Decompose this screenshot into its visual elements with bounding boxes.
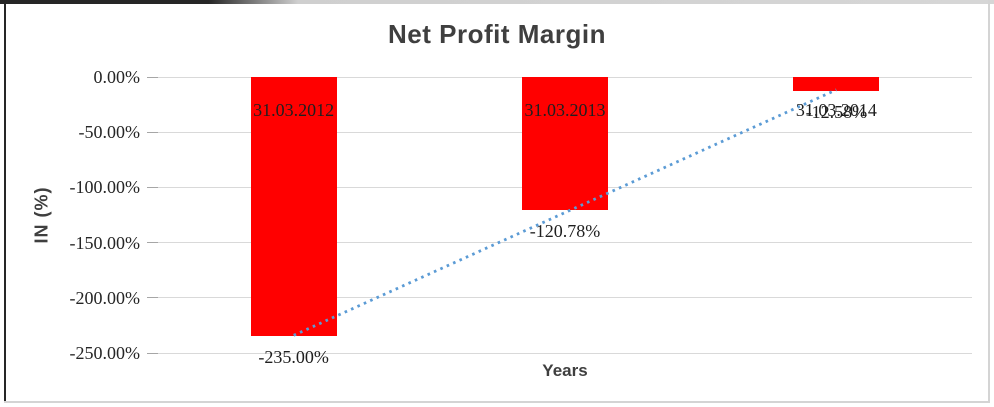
frame-border-left (4, 0, 6, 403)
value-label: -120.78% (529, 221, 601, 242)
category-label: 31.03.2013 (524, 100, 606, 120)
bar (522, 77, 608, 211)
bar (793, 77, 880, 91)
y-axis-title: IN (%) (31, 186, 52, 244)
y-tick-label: -150.00% (69, 232, 141, 253)
frame-border-right (988, 0, 990, 403)
y-tick-mark (147, 352, 158, 354)
y-tick-label: -100.00% (69, 177, 141, 198)
y-tick-mark (147, 131, 158, 133)
frame-border-top (0, 0, 994, 4)
category-label: 31.03.2014 (795, 100, 877, 120)
y-tick-mark (147, 242, 158, 244)
value-label: -235.00% (258, 347, 329, 368)
category-label: 31.03.2012 (253, 100, 335, 120)
y-gridline (158, 242, 972, 244)
y-tick-mark (147, 186, 158, 188)
y-tick-label: 0.00% (93, 67, 141, 87)
y-gridline (158, 297, 972, 299)
y-tick-label: -50.00% (78, 122, 141, 143)
frame-border-bottom (4, 401, 990, 403)
x-axis-title: Years (542, 361, 588, 380)
y-tick-label: -200.00% (69, 287, 141, 308)
y-tick-mark (147, 297, 158, 299)
value-label: -12.58% (805, 101, 868, 122)
chart-title: Net Profit Margin (388, 19, 606, 49)
y-tick-mark (147, 76, 158, 78)
trendline (293, 88, 837, 337)
y-gridline (158, 352, 972, 354)
y-tick-label: -250.00% (69, 343, 141, 363)
bar (250, 77, 337, 337)
